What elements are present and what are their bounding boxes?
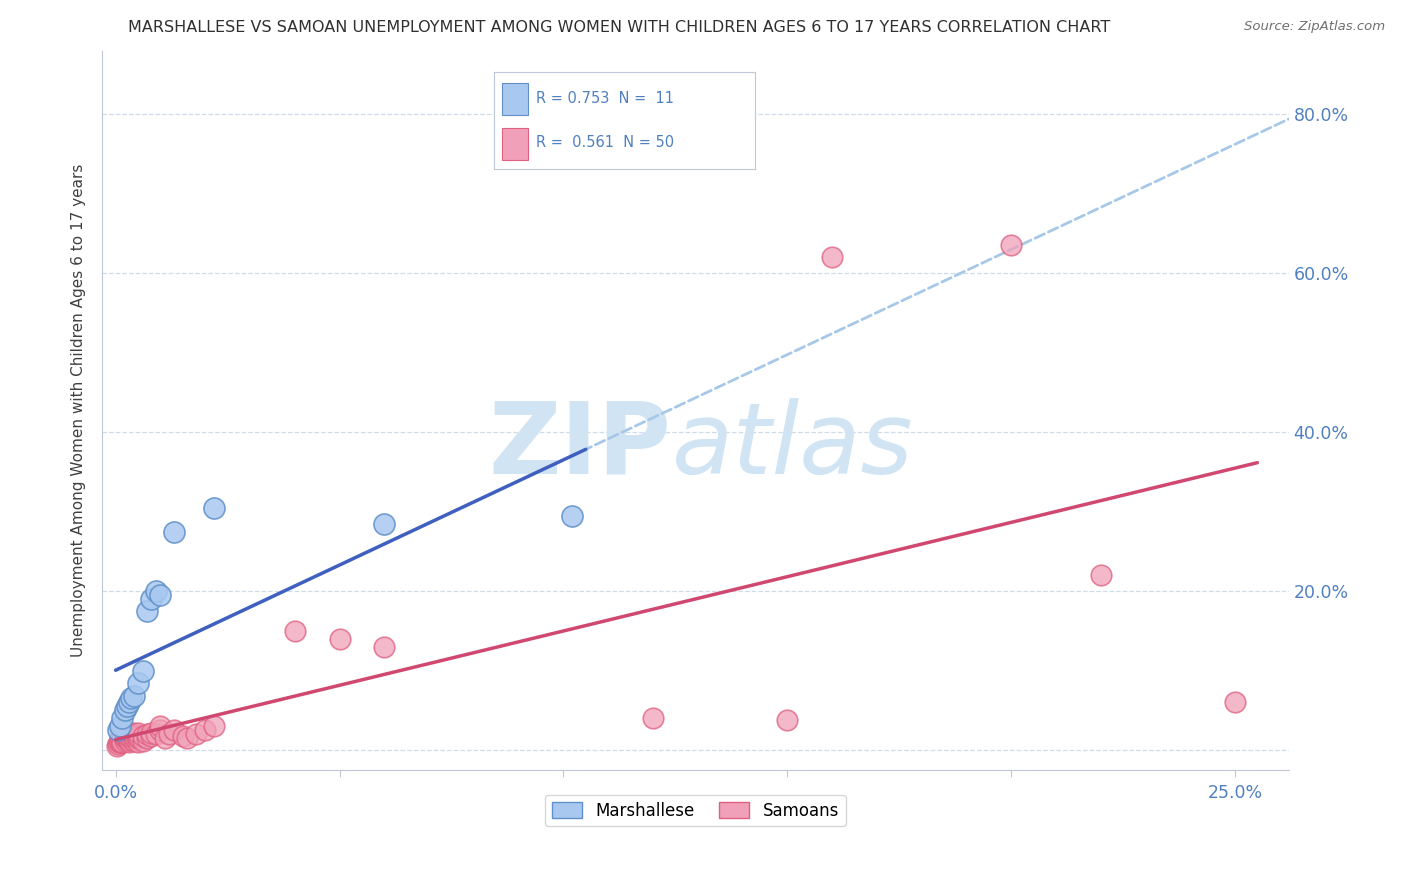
Point (821, 250, 844, 264)
Point (105, 739, 128, 753)
Point (1090, 568, 1112, 582)
Point (127, 675, 149, 690)
Point (108, 719, 131, 733)
Point (115, 731, 138, 746)
Point (114, 733, 136, 747)
Point (107, 737, 129, 751)
Text: MARSHALLESE VS SAMOAN UNEMPLOYMENT AMONG WOMEN WITH CHILDREN AGES 6 TO 17 YEARS : MARSHALLESE VS SAMOAN UNEMPLOYMENT AMONG… (128, 20, 1109, 35)
Point (141, 725, 163, 739)
Point (127, 735, 149, 749)
Y-axis label: Unemployment Among Women with Children Ages 6 to 17 years: Unemployment Among Women with Children A… (72, 163, 86, 657)
Point (110, 735, 132, 749)
Point (111, 711, 134, 725)
Point (111, 735, 134, 749)
Point (328, 632, 350, 646)
Point (1223, 695, 1246, 709)
Point (107, 723, 129, 738)
Point (176, 731, 198, 746)
Point (194, 723, 217, 738)
Point (136, 731, 159, 746)
Point (118, 735, 141, 749)
Point (115, 699, 138, 714)
Legend: Marshallese, Samoans: Marshallese, Samoans (546, 795, 846, 826)
Point (127, 731, 149, 746)
Point (202, 719, 225, 733)
Point (163, 723, 186, 738)
Point (136, 727, 159, 741)
Point (561, 508, 583, 523)
Point (149, 719, 172, 733)
Point (118, 695, 141, 709)
Point (108, 735, 131, 749)
Point (141, 729, 163, 743)
Point (122, 729, 145, 743)
Point (141, 592, 163, 607)
Point (120, 691, 142, 706)
Point (127, 725, 149, 739)
Point (114, 731, 136, 746)
Point (153, 731, 176, 746)
Point (118, 727, 141, 741)
Point (373, 516, 395, 531)
Point (149, 723, 172, 738)
Point (122, 731, 145, 746)
Point (284, 624, 307, 638)
Text: ZIP: ZIP (489, 398, 672, 495)
Point (131, 729, 153, 743)
Text: atlas: atlas (672, 398, 914, 495)
Point (131, 733, 153, 747)
Point (145, 727, 167, 741)
Point (202, 500, 225, 515)
Point (114, 727, 136, 741)
Point (114, 729, 136, 743)
Point (122, 733, 145, 747)
Point (114, 703, 136, 717)
Point (157, 727, 180, 741)
Text: Source: ZipAtlas.com: Source: ZipAtlas.com (1244, 20, 1385, 33)
Point (163, 524, 186, 539)
Point (122, 725, 145, 739)
Point (145, 584, 167, 599)
Point (776, 713, 799, 727)
Point (111, 727, 134, 741)
Point (136, 604, 159, 618)
Point (118, 732, 141, 747)
Point (122, 689, 145, 703)
Point (641, 711, 664, 725)
Point (108, 731, 131, 746)
Point (149, 588, 172, 602)
Point (120, 731, 142, 746)
Point (131, 664, 153, 678)
Point (1000, 238, 1022, 252)
Point (127, 729, 149, 743)
Point (186, 727, 208, 741)
Point (172, 729, 194, 743)
Point (373, 640, 395, 654)
Point (118, 731, 141, 745)
Point (108, 735, 131, 749)
Point (114, 723, 136, 738)
